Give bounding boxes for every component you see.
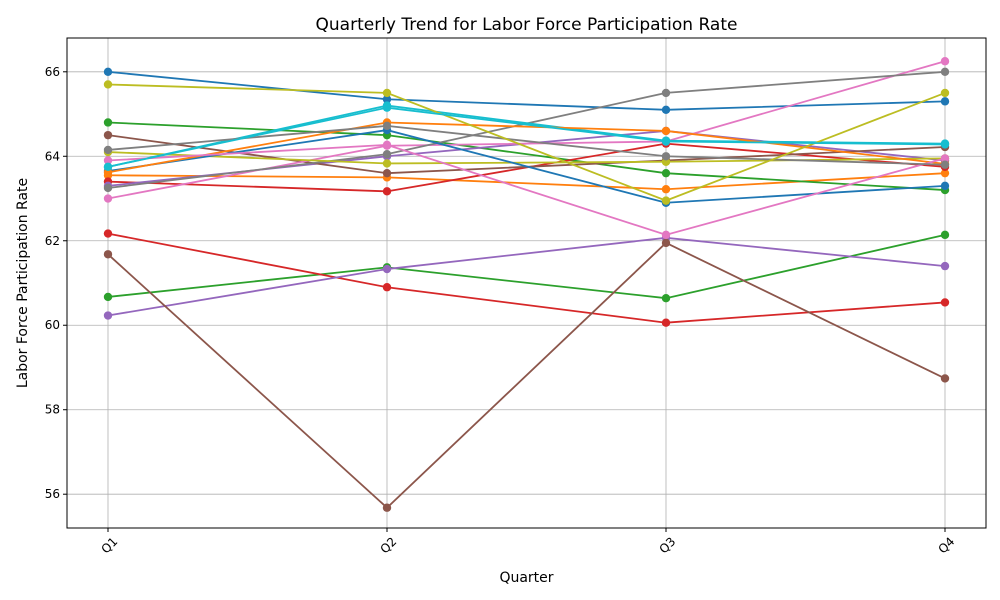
data-point	[103, 145, 113, 155]
x-tick-label: Q1	[98, 534, 120, 556]
chart-title: Quarterly Trend for Labor Force Particip…	[316, 15, 738, 35]
series-line	[107, 232, 946, 324]
data-point	[661, 88, 671, 98]
series-line	[107, 124, 946, 166]
x-tick-label: Q3	[656, 534, 678, 556]
data-point	[382, 503, 392, 512]
y-tick-label: 58	[45, 403, 60, 417]
data-point	[103, 156, 113, 165]
data-point	[382, 159, 392, 168]
series-line	[107, 241, 946, 509]
data-point	[382, 88, 392, 98]
y-axis-label: Labor Force Participation Rate	[15, 178, 31, 388]
data-point	[661, 105, 671, 115]
data-point	[661, 294, 671, 303]
plot-frame	[66, 37, 987, 529]
data-point	[940, 230, 950, 240]
data-point	[661, 152, 671, 161]
data-point	[103, 130, 113, 140]
series-16	[103, 238, 950, 512]
grid	[67, 38, 986, 528]
data-point	[940, 140, 950, 149]
series-17	[103, 140, 950, 240]
data-point	[382, 140, 392, 150]
series-13	[103, 230, 950, 303]
x-axis-label: Quarter	[499, 570, 553, 586]
data-point	[940, 154, 950, 163]
data-point	[661, 318, 671, 327]
series-line	[107, 233, 946, 300]
data-point	[382, 95, 392, 104]
data-point	[103, 118, 113, 127]
data-point	[382, 103, 392, 112]
data-point	[382, 264, 392, 274]
series-line	[107, 83, 946, 202]
data-point	[661, 196, 671, 205]
data-point	[103, 229, 113, 238]
data-point	[661, 137, 671, 146]
data-point	[382, 168, 392, 178]
data-point	[661, 230, 671, 240]
y-tick-label: 62	[45, 234, 60, 248]
data-point	[940, 97, 950, 106]
series-15	[103, 233, 950, 320]
series-line	[107, 129, 946, 204]
y-tick-label: 56	[45, 487, 60, 501]
series-8	[103, 67, 950, 193]
data-point	[103, 80, 113, 89]
data-point	[661, 185, 671, 194]
y-tick-label: 64	[45, 149, 60, 163]
series-1	[103, 67, 950, 115]
data-point	[103, 250, 113, 259]
data-point	[940, 88, 950, 98]
data-point	[103, 194, 113, 203]
series-line	[107, 106, 946, 168]
data-point	[103, 67, 113, 76]
data-point	[382, 283, 392, 292]
data-point	[940, 181, 950, 191]
data-point	[103, 292, 113, 302]
data-point	[103, 311, 113, 320]
series-20	[103, 103, 950, 172]
series-14	[103, 229, 950, 327]
data-point	[940, 168, 950, 178]
data-point	[661, 126, 671, 136]
x-tick-label: Q2	[377, 534, 399, 556]
series-line	[107, 70, 946, 189]
data-point	[103, 162, 113, 172]
data-point	[940, 261, 950, 271]
data-point	[940, 57, 950, 66]
data-point	[661, 238, 671, 248]
series-line	[107, 70, 946, 111]
data-point	[382, 149, 392, 159]
series-line	[107, 121, 946, 191]
series-line	[107, 143, 946, 236]
data-point	[940, 67, 950, 76]
x-tick-label: Q4	[935, 534, 957, 556]
series-11	[103, 125, 950, 207]
data-point	[103, 183, 113, 193]
y-tick-label: 66	[45, 65, 60, 79]
data-point	[382, 121, 392, 131]
series-line	[107, 60, 946, 200]
data-point	[940, 374, 950, 383]
data-point	[661, 168, 671, 178]
series-19	[103, 80, 950, 205]
data-point	[940, 298, 950, 307]
data-point	[940, 160, 950, 169]
series-group	[103, 57, 950, 512]
y-tick-label: 60	[45, 318, 60, 332]
series-line	[107, 236, 946, 317]
data-point	[382, 187, 392, 196]
